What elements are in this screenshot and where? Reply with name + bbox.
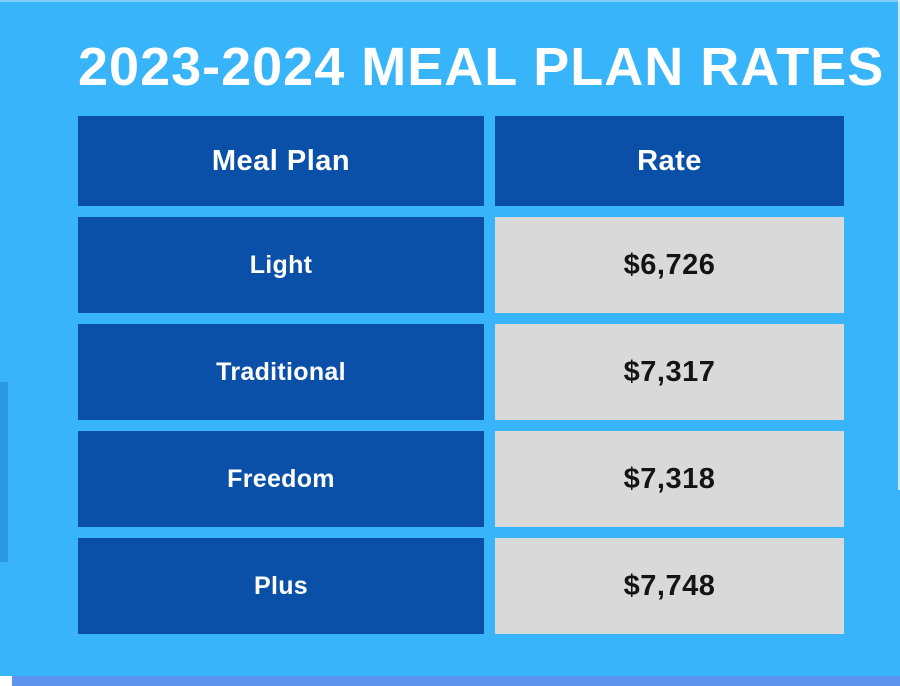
top-edge-highlight <box>0 0 900 2</box>
bottom-accent-bar <box>12 676 900 686</box>
rate-cell-freedom: $7,318 <box>495 431 844 527</box>
plan-cell-plus: Plus <box>78 538 484 634</box>
rate-cell-light: $6,726 <box>495 217 844 313</box>
page-title: 2023-2024 MEAL PLAN RATES <box>78 37 885 97</box>
rate-cell-traditional: $7,317 <box>495 324 844 420</box>
left-edge-shadow <box>0 382 8 562</box>
plan-cell-traditional: Traditional <box>78 324 484 420</box>
bottom-left-notch <box>0 676 12 686</box>
right-edge-highlight <box>898 0 900 490</box>
column-header-meal-plan: Meal Plan <box>78 116 484 206</box>
rates-table: Meal Plan Rate Light $6,726 Traditional … <box>78 116 844 634</box>
plan-cell-light: Light <box>78 217 484 313</box>
rate-cell-plus: $7,748 <box>495 538 844 634</box>
plan-cell-freedom: Freedom <box>78 431 484 527</box>
column-header-rate: Rate <box>495 116 844 206</box>
